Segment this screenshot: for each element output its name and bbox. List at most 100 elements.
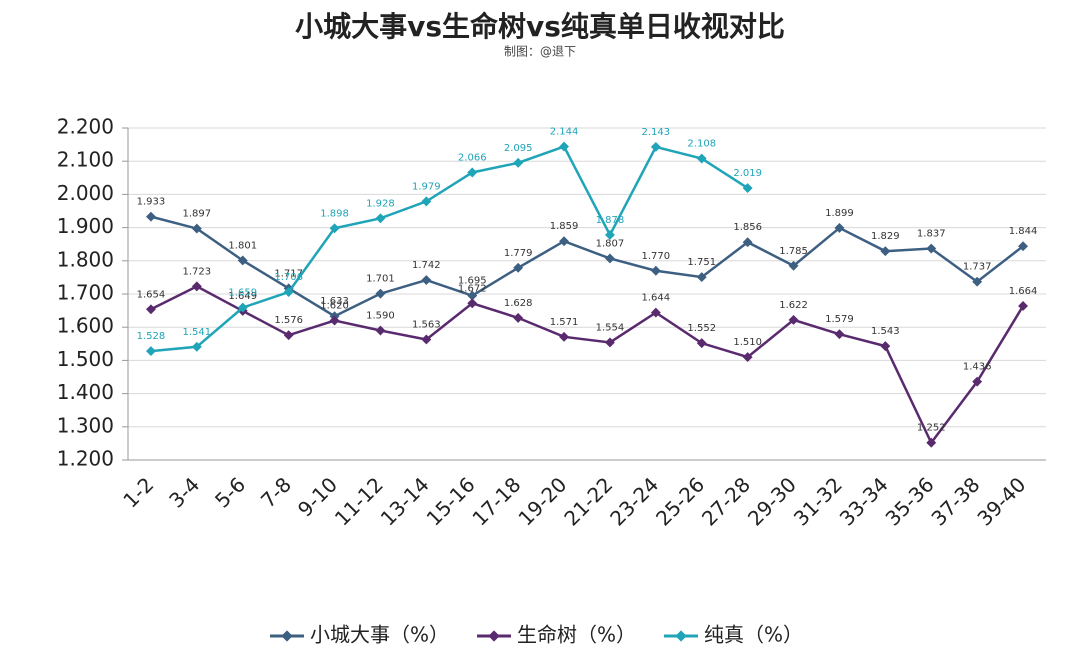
data-point (283, 330, 294, 341)
data-label: 1.628 (504, 298, 533, 309)
y-tick-label: 2.200 (57, 115, 114, 139)
data-label: 1.701 (366, 274, 395, 285)
legend-label: 生命树（%） (517, 623, 636, 647)
data-label: 1.706 (274, 272, 303, 283)
x-tick-label: 29-30 (743, 472, 801, 530)
y-tick-label: 2.000 (57, 181, 114, 205)
data-label: 1.252 (917, 423, 946, 434)
data-label: 1.856 (733, 222, 762, 233)
data-point (788, 260, 799, 271)
data-label: 1.563 (412, 319, 441, 330)
legend-marker (675, 630, 687, 642)
data-point (467, 298, 478, 309)
data-point (696, 153, 707, 164)
data-label: 1.633 (320, 296, 349, 307)
data-point (880, 246, 891, 257)
data-point (467, 290, 478, 301)
data-label: 1.541 (183, 327, 212, 338)
data-label: 1.770 (642, 251, 671, 262)
data-point (237, 255, 248, 266)
x-tick-label: 35-36 (881, 472, 939, 530)
data-label: 1.801 (228, 240, 257, 251)
data-label: 1.510 (733, 337, 762, 348)
data-point (742, 237, 753, 248)
y-tick-label: 2.100 (57, 148, 114, 172)
x-tick-label: 15-16 (422, 472, 480, 530)
data-label: 1.436 (963, 362, 992, 373)
data-label: 1.837 (917, 229, 946, 240)
data-point (696, 272, 707, 283)
data-label: 1.664 (1009, 286, 1038, 297)
chart-subtitle: 制图：@退下 (504, 45, 576, 59)
data-point (283, 287, 294, 297)
data-label: 1.695 (458, 276, 487, 287)
y-tick-label: 1.800 (57, 247, 114, 271)
data-label: 1.552 (687, 323, 716, 334)
data-label: 1.620 (320, 301, 349, 312)
legend-label: 小城大事（%） (310, 623, 449, 647)
data-point (834, 222, 845, 233)
data-point (559, 331, 569, 342)
x-tick-label: 21-22 (559, 472, 617, 530)
data-point (375, 213, 386, 224)
data-point (972, 276, 983, 287)
data-point (191, 223, 202, 234)
data-point (146, 346, 156, 357)
y-tick-label: 1.400 (57, 380, 114, 404)
x-tick-label: 31-32 (789, 472, 847, 530)
data-label: 1.897 (183, 209, 212, 220)
x-tick-label: 33-34 (835, 472, 893, 530)
data-label: 2.095 (504, 143, 533, 154)
x-tick-label: 13-14 (376, 472, 434, 530)
data-label: 2.108 (687, 139, 716, 150)
x-tick-label: 1-2 (118, 472, 158, 512)
x-tick-label: 11-12 (330, 472, 388, 530)
data-label: 2.066 (458, 152, 487, 163)
data-label: 2.143 (642, 127, 671, 138)
data-point (467, 167, 478, 178)
legend-label: 纯真（%） (704, 623, 803, 647)
data-point (605, 229, 615, 240)
data-label: 1.844 (1009, 226, 1038, 237)
data-point (513, 157, 524, 168)
data-point (559, 236, 569, 247)
chart-title: 小城大事vs生命树vs纯真单日收视对比 (295, 10, 785, 43)
data-label: 1.622 (779, 300, 808, 311)
data-label: 1.933 (137, 197, 166, 208)
data-label: 1.737 (963, 262, 992, 273)
data-label: 1.807 (596, 238, 625, 249)
data-point (696, 338, 707, 349)
data-point (421, 196, 432, 207)
data-label: 1.878 (596, 215, 625, 226)
data-label: 2.144 (550, 127, 579, 138)
data-label: 1.576 (274, 315, 303, 326)
legend-marker (281, 630, 293, 642)
data-point (926, 437, 937, 448)
data-label: 1.898 (320, 208, 349, 219)
data-label: 1.590 (366, 311, 395, 322)
data-label: 1.543 (871, 326, 900, 337)
data-point (237, 302, 248, 313)
data-label: 1.899 (825, 208, 854, 219)
data-label: 1.649 (228, 291, 257, 302)
data-point (605, 253, 615, 264)
data-point (421, 275, 432, 286)
data-label: 1.829 (871, 231, 900, 242)
x-tick-label: 25-26 (651, 472, 709, 530)
data-label: 1.554 (596, 322, 625, 333)
data-point (146, 211, 156, 222)
data-label: 1.528 (137, 331, 166, 342)
data-point (972, 376, 983, 387)
data-label: 1.644 (642, 293, 671, 304)
data-point (513, 312, 524, 323)
data-label: 2.019 (733, 168, 762, 179)
data-point (329, 223, 340, 234)
data-point (329, 315, 340, 326)
data-point (742, 183, 753, 194)
y-tick-label: 1.900 (57, 214, 114, 238)
data-label: 1.928 (366, 198, 395, 209)
series-line (150, 284, 1025, 446)
series-line (150, 145, 749, 353)
y-tick-label: 1.500 (57, 347, 114, 371)
data-point (880, 341, 891, 352)
